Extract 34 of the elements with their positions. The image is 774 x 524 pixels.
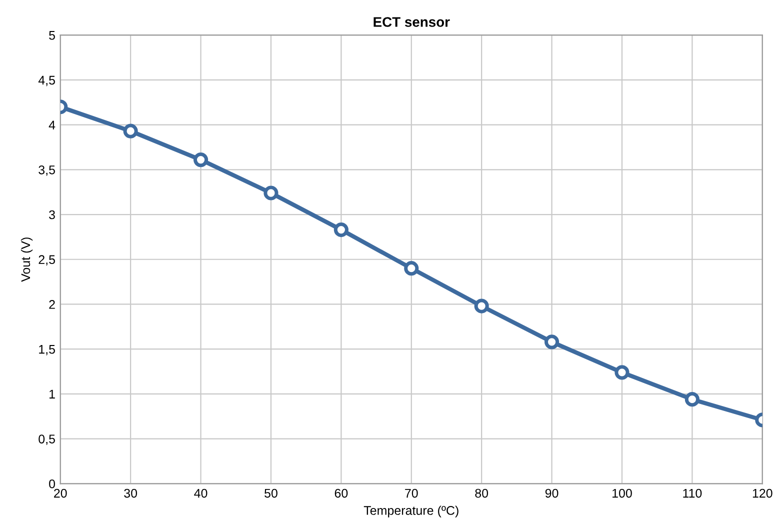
y-tick-label: 1,5 [39,345,55,356]
point [404,261,419,276]
y-tick-label: 3 [49,210,55,220]
point [684,392,700,407]
y-axis-title: Vout (V) [20,238,33,282]
chart-title: ECT sensor [374,17,450,27]
x-axis-title: Temperature (ºC) [364,506,458,518]
x-tick-label: 100 [612,488,632,498]
x-tick-label: 80 [475,488,488,498]
point [474,298,489,314]
y-tick-label: 5 [49,31,55,40]
y-tick-label: 0,5 [38,434,55,445]
x-tick-label: 110 [683,488,702,498]
point [614,365,630,380]
x-tick-label: 20 [54,488,67,498]
y-tick-label: 4 [48,120,56,130]
y-tick-label: 0 [49,479,56,488]
x-tick-label: 40 [194,488,208,498]
x-tick-label: 30 [124,488,138,498]
x-tick-label: 90 [545,488,558,498]
y-tick-label: 2 [49,300,55,309]
point [193,152,208,168]
x-tick-label: 60 [334,488,348,498]
y-tick-label: 3,5 [38,165,55,176]
y-tick-label: 1 [50,390,55,398]
y-tick-label: 4,5 [38,76,55,86]
x-tick-label: 50 [264,488,278,498]
y-tick-label: 2,5 [38,255,55,266]
point [123,124,138,138]
x-tick-label: 70 [405,488,418,498]
point [264,186,278,200]
point [334,222,348,238]
point [544,334,560,350]
x-tick-label: 120 [752,488,772,498]
